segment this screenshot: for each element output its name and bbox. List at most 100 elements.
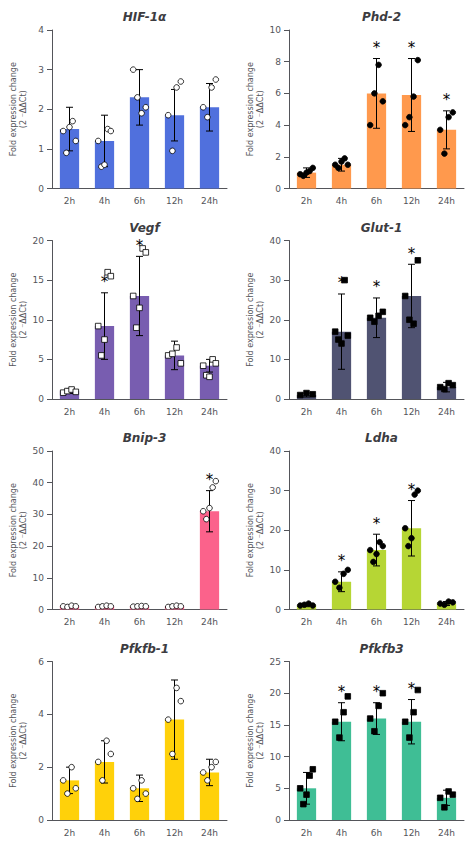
svg-text:10: 10 (270, 354, 282, 364)
svg-text:20: 20 (33, 541, 45, 551)
svg-text:(2 ⁻ΔΔCt): (2 ⁻ΔΔCt) (19, 511, 28, 549)
svg-text:12h: 12h (166, 828, 183, 838)
svg-text:10: 10 (270, 565, 282, 575)
svg-text:4h: 4h (336, 828, 347, 838)
svg-text:40: 40 (270, 446, 282, 456)
svg-text:20: 20 (270, 315, 282, 325)
svg-text:(2 ⁻ΔΔCt): (2 ⁻ΔΔCt) (19, 722, 28, 760)
svg-text:Fold expression change: Fold expression change (9, 273, 18, 367)
svg-text:2h: 2h (64, 617, 75, 627)
svg-text:12h: 12h (166, 196, 183, 206)
svg-text:*: * (206, 471, 214, 489)
svg-text:(2 ⁻ΔΔCt): (2 ⁻ΔΔCt) (256, 301, 265, 339)
svg-text:24h: 24h (201, 407, 218, 417)
svg-text:0: 0 (275, 184, 281, 194)
svg-text:40: 40 (33, 478, 45, 488)
svg-text:6h: 6h (371, 828, 382, 838)
svg-text:6h: 6h (371, 407, 382, 417)
svg-text:15: 15 (33, 275, 44, 285)
svg-text:2: 2 (38, 762, 44, 772)
svg-text:20: 20 (270, 688, 282, 698)
svg-text:4: 4 (275, 120, 281, 130)
svg-text:2h: 2h (64, 196, 75, 206)
svg-text:Vegf: Vegf (129, 221, 161, 235)
svg-text:Fold expression change: Fold expression change (246, 273, 255, 367)
svg-text:6h: 6h (371, 196, 382, 206)
svg-text:HIF-1α: HIF-1α (123, 10, 167, 24)
svg-text:4h: 4h (336, 617, 347, 627)
svg-text:2h: 2h (301, 828, 312, 838)
svg-text:Glut-1: Glut-1 (361, 221, 403, 235)
svg-text:20: 20 (270, 525, 282, 535)
svg-text:0: 0 (275, 605, 281, 615)
svg-text:30: 30 (33, 509, 45, 519)
svg-text:Phd-2: Phd-2 (362, 10, 401, 24)
svg-text:*: * (408, 39, 416, 57)
svg-text:40: 40 (270, 236, 282, 246)
svg-text:12h: 12h (403, 828, 420, 838)
svg-text:6: 6 (38, 657, 44, 667)
svg-text:Fold expression change: Fold expression change (246, 694, 255, 788)
svg-text:4h: 4h (336, 407, 347, 417)
svg-text:5: 5 (38, 354, 44, 364)
svg-text:12h: 12h (403, 617, 420, 627)
svg-text:*: * (443, 91, 451, 109)
svg-text:Ldha: Ldha (365, 431, 398, 445)
svg-text:4h: 4h (99, 828, 110, 838)
svg-text:24h: 24h (201, 828, 218, 838)
svg-text:24h: 24h (438, 196, 455, 206)
svg-text:12h: 12h (166, 617, 183, 627)
svg-text:*: * (373, 515, 381, 533)
svg-text:*: * (408, 245, 416, 263)
svg-text:10: 10 (270, 752, 282, 762)
svg-text:4: 4 (38, 25, 44, 35)
svg-text:24h: 24h (201, 617, 218, 627)
svg-text:0: 0 (275, 815, 281, 825)
svg-text:Bnip-3: Bnip-3 (123, 431, 167, 445)
svg-text:4h: 4h (99, 196, 110, 206)
svg-text:1: 1 (38, 144, 44, 154)
svg-text:*: * (101, 273, 109, 291)
svg-text:0: 0 (38, 184, 44, 194)
svg-text:24h: 24h (438, 407, 455, 417)
svg-text:Fold expression change: Fold expression change (9, 62, 18, 156)
svg-text:2h: 2h (301, 617, 312, 627)
svg-text:12h: 12h (403, 196, 420, 206)
svg-text:10: 10 (33, 315, 45, 325)
svg-text:Fold expression change: Fold expression change (9, 694, 18, 788)
svg-text:Fold expression change: Fold expression change (9, 483, 18, 577)
svg-text:(2 ⁻ΔΔCt): (2 ⁻ΔΔCt) (19, 90, 28, 128)
svg-text:12h: 12h (403, 407, 420, 417)
svg-text:*: * (373, 278, 381, 296)
svg-text:2h: 2h (64, 407, 75, 417)
svg-text:4: 4 (38, 709, 44, 719)
svg-text:2h: 2h (301, 407, 312, 417)
svg-text:24h: 24h (201, 196, 218, 206)
svg-text:3: 3 (38, 65, 44, 75)
svg-text:12h: 12h (166, 407, 183, 417)
svg-text:4h: 4h (99, 617, 110, 627)
svg-text:2h: 2h (64, 828, 75, 838)
svg-text:(2 ⁻ΔΔCt): (2 ⁻ΔΔCt) (256, 722, 265, 760)
svg-text:30: 30 (270, 275, 282, 285)
svg-text:50: 50 (33, 446, 45, 456)
svg-text:6h: 6h (371, 617, 382, 627)
svg-text:*: * (338, 683, 346, 701)
svg-text:5: 5 (275, 783, 281, 793)
svg-text:6h: 6h (134, 196, 145, 206)
svg-text:0: 0 (38, 394, 44, 404)
svg-text:6h: 6h (134, 828, 145, 838)
svg-text:15: 15 (270, 720, 281, 730)
svg-text:10: 10 (33, 573, 45, 583)
svg-text:*: * (338, 274, 346, 292)
svg-text:(2 ⁻ΔΔCt): (2 ⁻ΔΔCt) (256, 511, 265, 549)
svg-text:24h: 24h (438, 828, 455, 838)
svg-text:20: 20 (33, 236, 45, 246)
svg-text:0: 0 (38, 815, 44, 825)
svg-text:10: 10 (270, 25, 282, 35)
svg-text:*: * (408, 680, 416, 698)
svg-text:0: 0 (38, 605, 44, 615)
svg-text:30: 30 (270, 486, 282, 496)
svg-text:4h: 4h (99, 407, 110, 417)
svg-text:(2 ⁻ΔΔCt): (2 ⁻ΔΔCt) (256, 90, 265, 128)
